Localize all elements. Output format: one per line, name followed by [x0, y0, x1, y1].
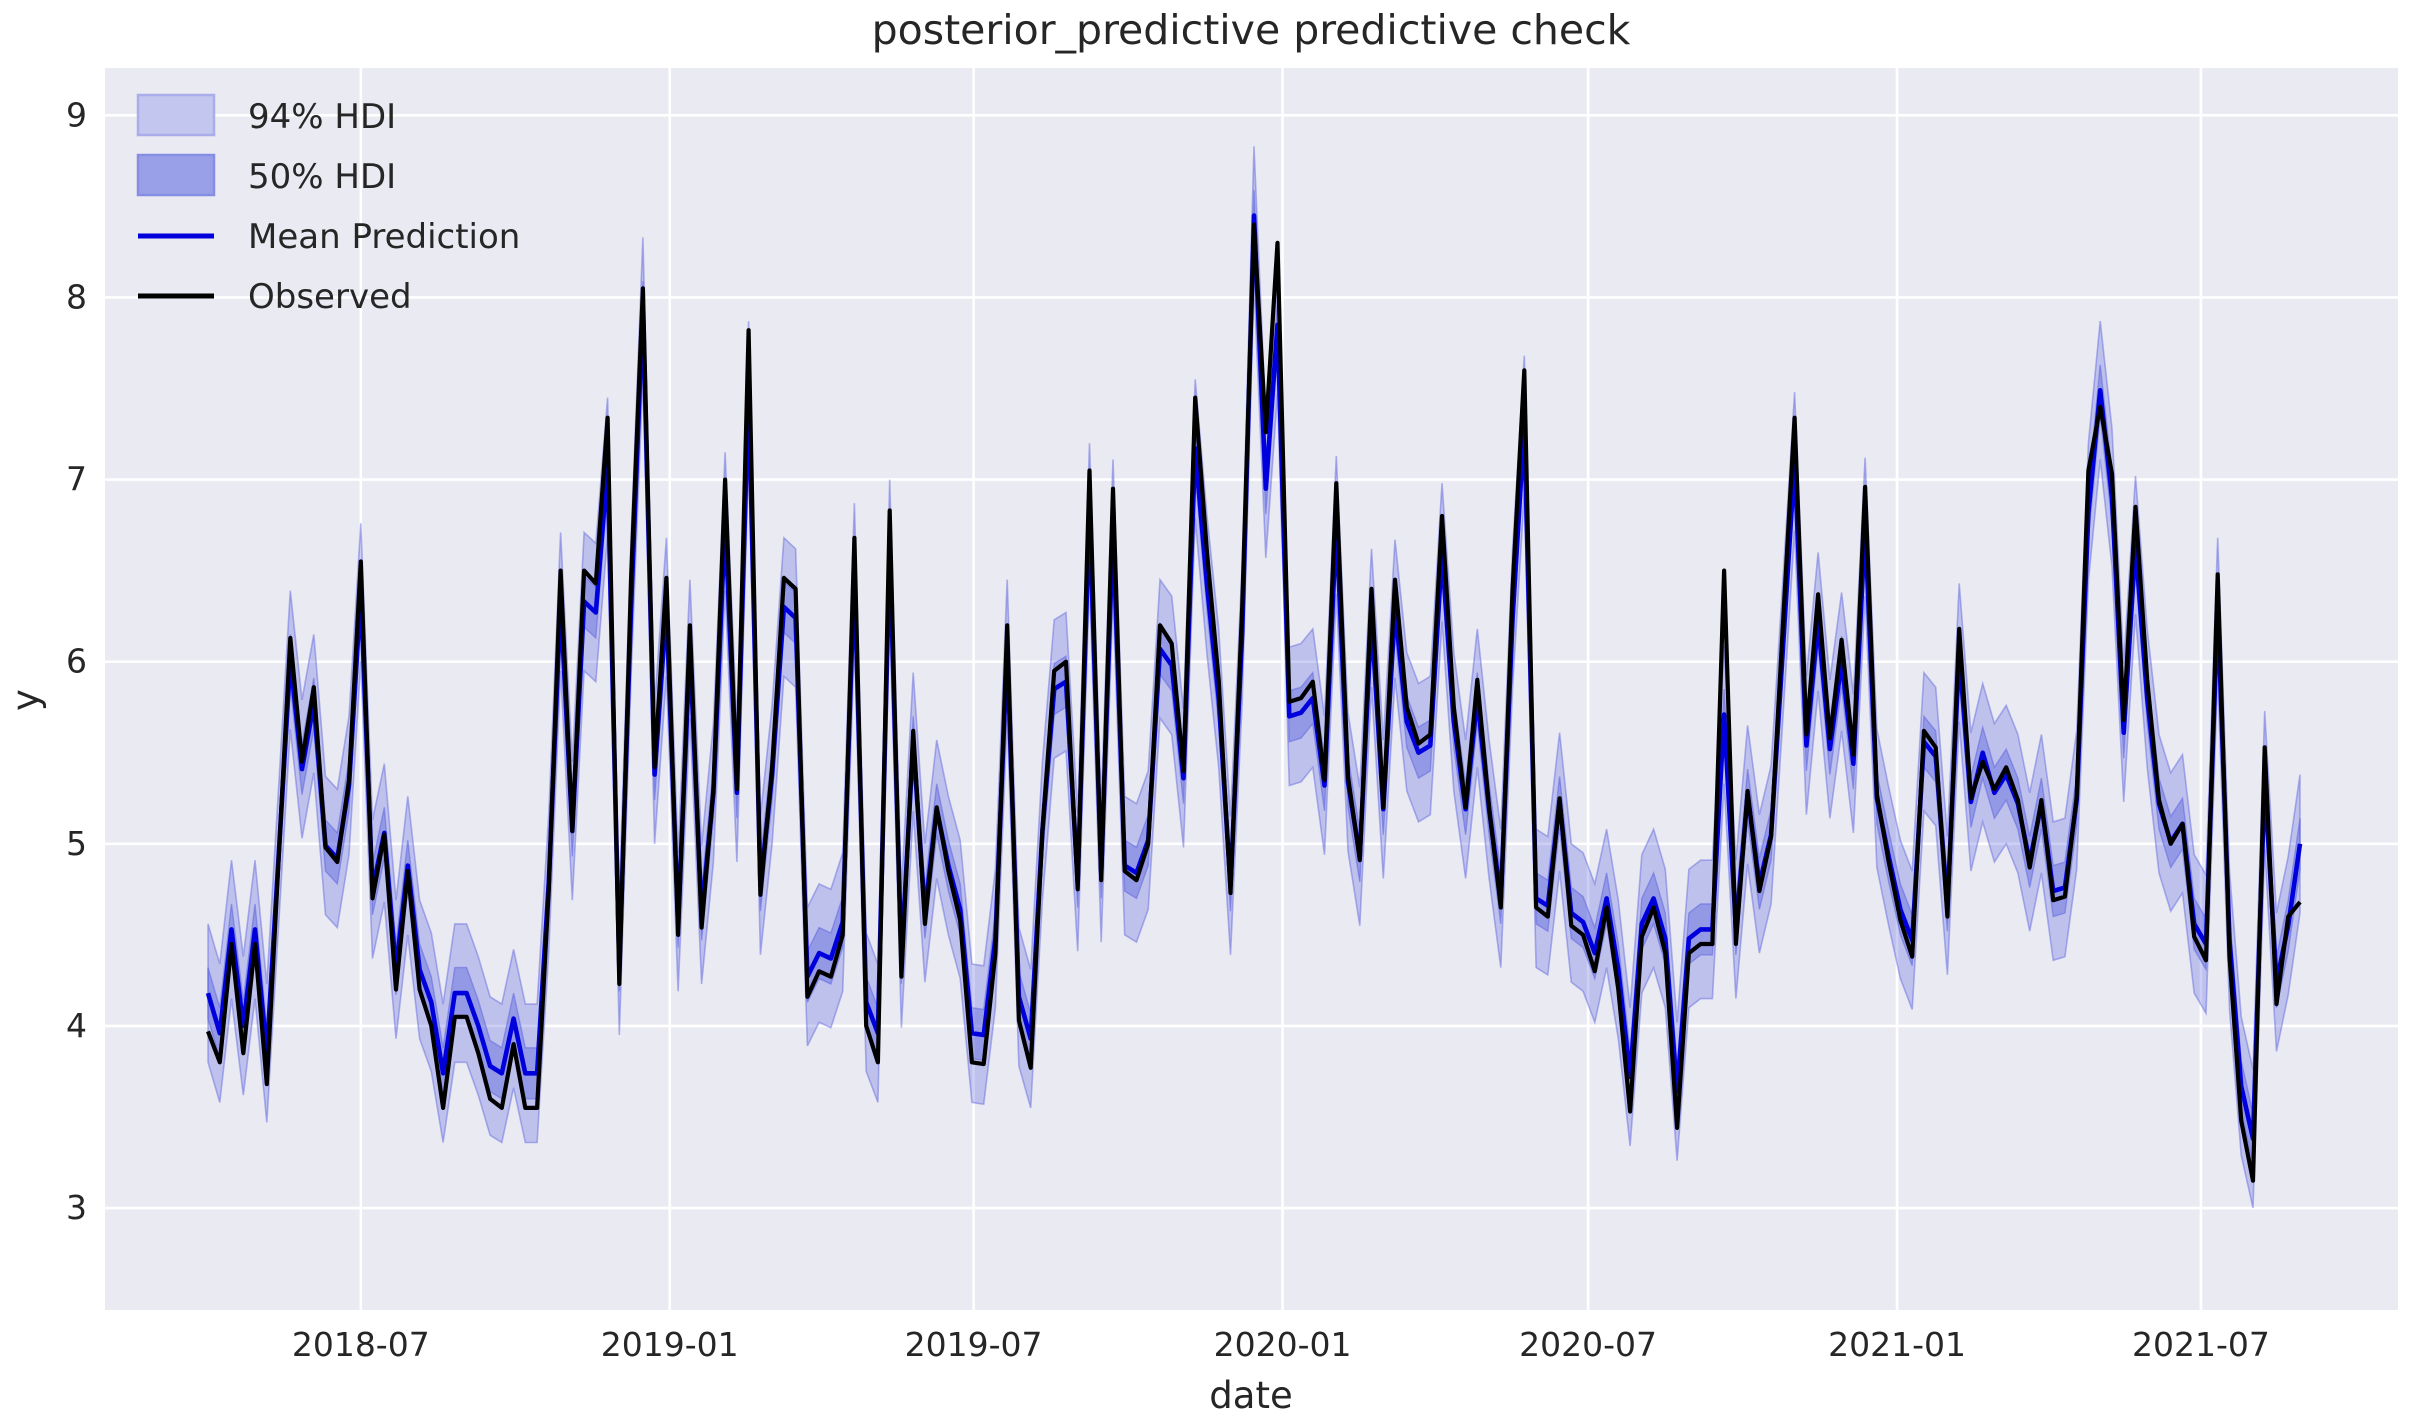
- y-tick-label: 5: [66, 824, 87, 863]
- x-tick-label: 2019-01: [601, 1325, 739, 1364]
- x-tick-label: 2020-01: [1214, 1325, 1352, 1364]
- x-tick-label: 2021-07: [2132, 1325, 2270, 1364]
- y-tick-label: 7: [66, 460, 87, 499]
- legend-94-hdi-label: 94% HDI: [248, 97, 396, 137]
- legend-94-hdi-patch: [136, 93, 216, 137]
- x-axis-label: date: [1209, 1374, 1292, 1417]
- y-tick-label: 4: [66, 1006, 87, 1045]
- legend-item-mean-prediction: Mean Prediction: [138, 217, 520, 257]
- grid-layer: [105, 68, 2398, 1310]
- y-tick-label: 8: [66, 277, 87, 316]
- legend-observed-label: Observed: [248, 277, 412, 317]
- series-line-layer: [205, 213, 2303, 1183]
- x-tick-label: 2019-07: [905, 1325, 1043, 1364]
- legend: 94% HDI 50% HDI Mean Prediction Observed: [136, 93, 520, 317]
- tick-label-layer: 3 4 5 6 7 8 9 2018-07 2019-01 2019-07 2020-01 2020-…: [66, 95, 2270, 1364]
- legend-50-hdi-patch: [136, 153, 216, 197]
- x-tick-label: 2021-01: [1828, 1325, 1966, 1364]
- legend-item-observed: Observed: [138, 277, 412, 317]
- observed-line: [206, 222, 2302, 1183]
- chart-title: posterior_predictive predictive check: [872, 6, 1631, 54]
- legend-item-94-hdi: 94% HDI: [136, 93, 396, 137]
- y-axis-label: y: [4, 689, 47, 711]
- x-tick-label: 2020-07: [1519, 1325, 1657, 1364]
- legend-mean-label: Mean Prediction: [248, 217, 520, 257]
- x-tick-label: 2018-07: [292, 1325, 430, 1364]
- y-tick-label: 3: [66, 1188, 87, 1227]
- y-tick-label: 6: [66, 642, 87, 681]
- legend-item-50-hdi: 50% HDI: [136, 153, 396, 197]
- legend-50-hdi-label: 50% HDI: [248, 157, 396, 197]
- y-tick-label: 9: [66, 95, 87, 134]
